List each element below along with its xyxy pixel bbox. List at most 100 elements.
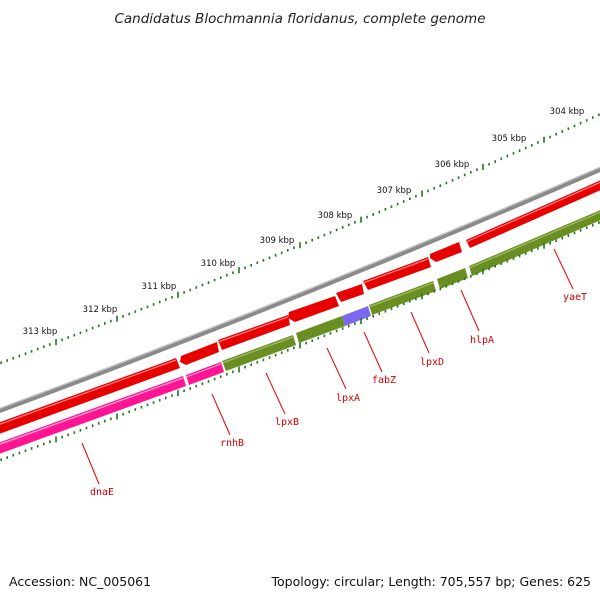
inner-scale-minor-tick [494,264,496,268]
genome-backbone-highlight [0,166,600,409]
inner-scale-minor-tick [219,375,222,378]
outer-scale-minor-tick [567,127,570,130]
inner-scale-minor-tick [451,282,454,286]
inner-scale-minor-tick [293,346,295,350]
kbp-labels: 304 kbp 305 kbp 306 kbp 307 kbp 308 kbp … [23,107,585,337]
gene-lpxB-bar [222,335,296,371]
gene-label-rnhB: rnhB [220,438,244,449]
outer-scale-minor-tick [390,205,393,208]
outer-scale-minor-tick [183,291,185,294]
outer-scale-minor-tick [476,168,478,171]
inner-scale-major-tick [177,390,179,397]
inner-scale-minor-tick [213,377,216,381]
outer-scale-minor-tick [415,194,417,198]
inner-scale-minor-tick [104,419,106,423]
outer-scale-minor-tick [49,343,51,346]
gene-leader-lines [81,248,574,485]
outer-scale-minor-tick [579,121,582,125]
outer-scale-major-tick [299,242,301,249]
outer-scale-minor-tick [451,179,454,182]
inner-scale-minor-tick [457,280,460,283]
gene-lpxA-bar [296,316,345,343]
inner-scale-minor-tick [73,431,76,434]
outer-scale-minor-tick [317,236,320,239]
outer-scale-minor-tick [305,241,307,245]
outer-scale-minor-tick [396,202,399,206]
outer-scale-minor-tick [201,283,204,287]
outer-scale-minor-tick [354,220,356,224]
outer-scale-minor-tick [165,298,167,301]
inner-scale-major-tick [299,342,301,349]
outer-scale-minor-tick [439,184,442,187]
outer-scale-minor-tick [0,361,2,365]
gene-label-lpxD: lpxD [420,357,444,368]
inner-scale-minor-tick [49,440,51,443]
outer-scale-minor-tick [311,238,313,242]
inner-scale-major-tick [55,436,57,443]
outer-scale-minor-tick [262,259,265,262]
outer-scale-minor-tick [463,173,466,177]
outer-scale-minor-tick [207,281,210,284]
outer-scale-minor-tick [91,326,94,330]
gene-labels: dnaE rnhB lpxB lpxA fabZ lpxD hlpA yaeT [90,292,587,498]
inner-scale-minor-tick [67,433,69,437]
inner-scale-minor-tick [439,287,442,291]
inner-scale-minor-tick [18,451,21,455]
red-gene-5 [336,284,364,302]
outer-scale-minor-tick [256,261,259,265]
gene-label-lpxB: lpxB [275,417,299,428]
inner-scale-minor-tick [61,435,63,439]
inner-scale-minor-tick [97,422,100,425]
outer-scale-minor-tick [61,338,63,342]
outer-scale-minor-tick [219,276,222,279]
inner-scale-minor-tick [91,424,94,427]
outer-scale-minor-tick [323,233,326,237]
outer-scale-minor-tick [372,213,374,216]
outer-scale-minor-tick [134,310,137,313]
outer-scale-major-tick [55,339,57,346]
outer-scale-major-tick [421,190,423,197]
outer-scale-minor-tick [427,189,429,193]
inner-scale-minor-tick [110,417,112,421]
inner-scale-minor-tick [445,285,448,288]
outer-scale-minor-tick [470,170,472,174]
inner-scale-minor-tick [427,292,429,296]
inner-scale-minor-tick [463,277,466,281]
kbp-label-304: 304 kbp [550,107,585,117]
outer-scale-minor-tick [110,319,112,323]
inner-scale-minor-tick [287,349,289,352]
outer-scale-minor-tick [274,254,277,257]
inner-scale-major-tick [421,293,423,300]
inner-scale-minor-tick [30,447,33,450]
inner-scale-minor-tick [165,396,167,400]
outer-scale-minor-tick [85,329,88,332]
outer-scale-minor-tick [36,347,39,351]
inner-scale-minor-tick [24,449,27,453]
forward-strand-genes [0,180,600,434]
outer-scale-minor-tick [280,251,283,255]
inner-scale-minor-tick [128,410,130,414]
outer-scale-major-tick [543,136,545,143]
pink-strand-highlight [0,363,222,445]
outer-scale-minor-tick [195,286,198,289]
inner-scale-minor-tick [195,384,198,388]
genome-summary-text: Topology: circular; Length: 705,557 bp; … [271,574,592,589]
outer-scale-minor-tick [24,352,27,355]
inner-scale-minor-tick [183,389,185,393]
gene-label-fabZ: fabZ [372,375,396,386]
inner-scale-minor-tick [537,247,539,250]
inner-scale-minor-tick [415,297,417,301]
leader-lpxB [265,372,286,415]
inner-scale-minor-tick [567,234,570,237]
outer-scale-minor-tick [79,331,82,335]
gene-rnhB-bar [186,362,224,385]
outer-scale-minor-tick [378,210,381,214]
inner-scale-minor-tick [317,336,320,340]
outer-scale-minor-tick [531,143,533,147]
inner-scale-minor-tick [6,456,8,459]
gene-lpxD-bar [369,281,436,315]
gene-label-hlpA: hlpA [470,335,494,346]
outer-scale-minor-tick [293,246,295,250]
reverse-strand-genes [0,210,600,454]
outer-scale-minor-tick [128,312,130,316]
